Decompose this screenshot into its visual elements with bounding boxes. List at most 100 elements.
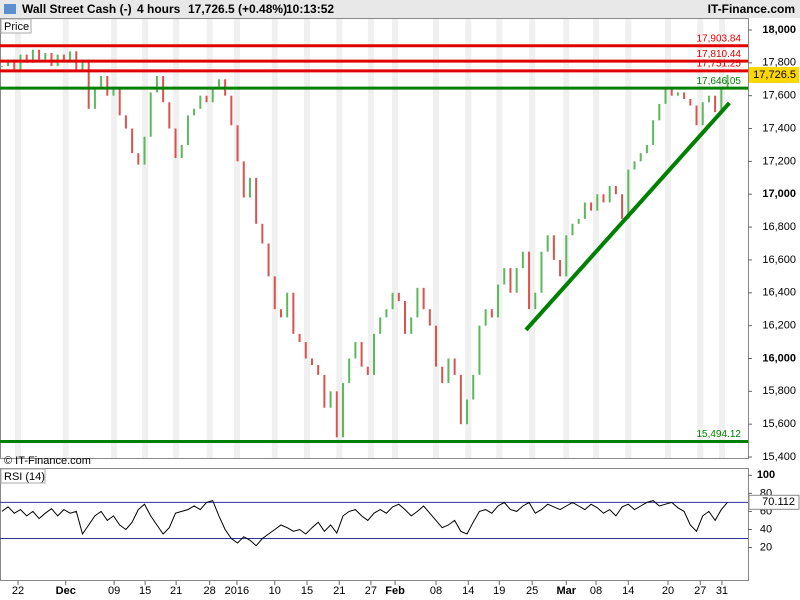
price-bar (279, 309, 282, 318)
price-bar (354, 342, 357, 359)
price-bar (602, 194, 605, 203)
x-band (433, 19, 440, 458)
price-bar (25, 54, 28, 63)
x-band (336, 19, 343, 458)
quote: 17,726.5 (+0.48%) (188, 2, 287, 16)
price-bar (670, 87, 673, 96)
price-bar (44, 52, 47, 60)
x-tick-label: 31 (716, 585, 728, 597)
x-band (62, 19, 69, 458)
price-bar (106, 75, 109, 96)
x-tick-label: 15 (301, 585, 313, 597)
price-bar (528, 251, 531, 310)
price-bar (521, 251, 524, 269)
price-bar (540, 251, 543, 293)
level-label: 17,646.05 (697, 76, 742, 87)
level-label: 17,810.44 (697, 49, 742, 60)
rsi-line (1, 499, 728, 547)
price-bar (7, 59, 10, 67)
last-price-box (749, 66, 799, 83)
price-bar (621, 194, 624, 219)
x-tick-label: 14 (622, 585, 634, 597)
price-panel (0, 18, 749, 459)
x-tick-label: 27 (365, 585, 377, 597)
price-bar (31, 49, 34, 63)
x-tick-label: 08 (430, 585, 442, 597)
price-bar (565, 235, 568, 277)
last-rsi-box (748, 494, 800, 510)
y-tick-label: 16,400 (762, 287, 796, 299)
y-tick-label: 20 (760, 541, 772, 553)
price-bar (118, 89, 121, 116)
x-band (233, 19, 240, 458)
price-bar (261, 223, 264, 244)
price-bar (112, 89, 115, 96)
price-bar (385, 309, 388, 318)
price-bar (441, 366, 444, 384)
x-tick-label: Dec (56, 585, 76, 597)
header-bar (0, 0, 800, 18)
price-bar (410, 317, 413, 334)
price-bar (87, 59, 90, 109)
price-bar (304, 342, 307, 359)
price-bar (242, 161, 245, 198)
price-bar (664, 87, 667, 104)
y-tick-label: 40 (760, 523, 772, 535)
panel-label: RSI (14) (4, 471, 45, 483)
price-bar (0, 66, 3, 68)
price-bar (627, 169, 630, 219)
price-bar (490, 309, 493, 318)
price-bar (484, 309, 487, 326)
x-band (111, 19, 118, 458)
x-band (593, 19, 600, 458)
price-bar (428, 309, 431, 326)
price-bar (100, 75, 103, 88)
price-bar (552, 235, 555, 260)
price-bar (416, 287, 419, 318)
price-bar (248, 177, 251, 198)
price-bar (373, 333, 375, 375)
y-tick-label: 15,800 (762, 385, 796, 397)
price-bar (168, 102, 171, 129)
y-tick-label: 16,800 (762, 221, 796, 233)
price-bar (348, 358, 351, 384)
y-tick-label: 17,400 (762, 122, 796, 134)
price-bar (211, 89, 214, 103)
price-bar (689, 98, 692, 106)
y-tick-label: 16,600 (762, 254, 796, 266)
x-tick-label: 09 (108, 585, 120, 597)
price-bar (217, 79, 220, 90)
x-tick-label: 08 (590, 585, 602, 597)
x-tick-label: 19 (493, 585, 505, 597)
x-band (392, 19, 399, 458)
price-bar (614, 186, 617, 195)
trendline (524, 101, 731, 332)
price-bar (472, 374, 475, 400)
x-band (718, 19, 725, 458)
price-bar (186, 115, 189, 145)
price-bar (124, 115, 127, 129)
y-tick-label: 15,400 (762, 451, 796, 463)
price-bar (534, 292, 537, 310)
x-tick-label: 22 (12, 585, 24, 597)
price-bar (255, 177, 258, 224)
x-band (142, 19, 149, 458)
price-bar (726, 74, 729, 88)
instrument: Wall Street Cash (-) (22, 2, 132, 16)
price-bar (13, 59, 16, 70)
price-bar (391, 292, 394, 310)
level-label: 17,903.84 (697, 33, 742, 44)
y-tick-label: 18,000 (762, 24, 796, 36)
price-bar (720, 87, 723, 113)
x-tick-label: 20 (662, 585, 674, 597)
price-bar (509, 268, 512, 293)
price-bar (695, 105, 698, 126)
price-bar (466, 399, 469, 425)
x-band (367, 19, 374, 458)
price-bar (93, 87, 96, 109)
price-bar (652, 120, 655, 145)
rsi-panel (0, 468, 749, 581)
price-bar (379, 317, 382, 334)
price-bar (645, 144, 648, 154)
y-tick-label: 17,800 (762, 57, 796, 69)
